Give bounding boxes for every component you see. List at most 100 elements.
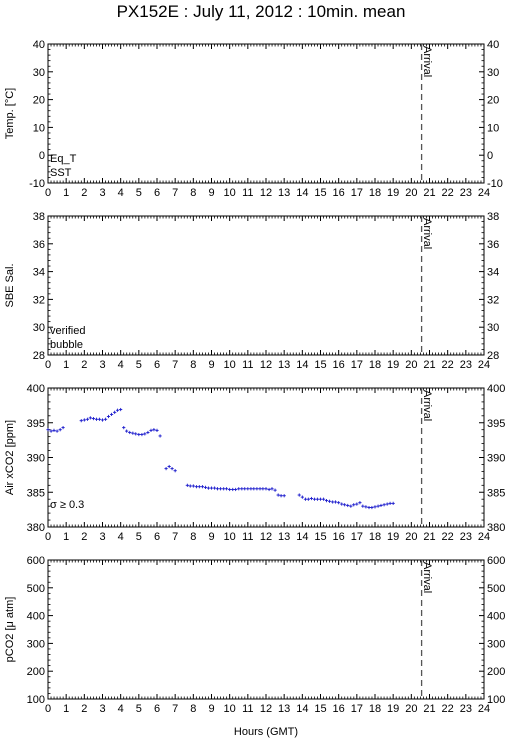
- x-tick-label: 2: [81, 531, 87, 543]
- x-tick-label: 4: [118, 703, 124, 715]
- x-tick-label: 23: [460, 703, 472, 715]
- data-point: [237, 487, 241, 491]
- x-tick-label: 21: [423, 531, 435, 543]
- panel-air-xco2-arrival-label: Arrival: [421, 390, 433, 421]
- x-tick-label: 16: [333, 703, 345, 715]
- x-tick-label: 6: [154, 703, 160, 715]
- data-point: [367, 505, 371, 510]
- panel-salinity-ylabel: SBE Sal.: [4, 263, 16, 307]
- x-tick-label: 24: [478, 187, 490, 199]
- y-tick-label: 100: [27, 694, 45, 706]
- x-tick-label: 21: [423, 359, 435, 371]
- data-point: [103, 417, 108, 421]
- data-point: [373, 505, 377, 509]
- data-point: [79, 419, 83, 423]
- y-tick-label: 390: [27, 453, 45, 465]
- x-tick-label: 8: [190, 531, 196, 543]
- x-tick-label: 9: [208, 531, 214, 543]
- data-point: [355, 502, 359, 506]
- data-point: [258, 487, 262, 491]
- data-point: [300, 495, 304, 499]
- data-point: [282, 494, 286, 498]
- x-tick-label: 19: [387, 187, 399, 199]
- x-tick-label: 5: [136, 359, 142, 371]
- legend-verified: verified: [50, 325, 85, 337]
- x-tick-label: 17: [351, 531, 363, 543]
- panel-temperature: 0 1 2 3 4 5 6 7 8 9 10 11 12 13 14 15 16 17 18 19 20 21 22 23 24…: [4, 39, 503, 199]
- data-point: [100, 418, 105, 422]
- x-tick-label: 9: [208, 359, 214, 371]
- y-tick-label-right: 10: [487, 122, 499, 134]
- x-tick-label: 24: [478, 359, 490, 371]
- x-tick-label: 7: [172, 187, 178, 199]
- x-tick-label: 20: [405, 703, 417, 715]
- data-point: [52, 428, 56, 432]
- x-tick-label: 14: [296, 359, 308, 371]
- data-point: [246, 487, 250, 491]
- y-tick-label: 385: [27, 487, 45, 499]
- data-point: [115, 408, 120, 412]
- x-tick-label: 23: [460, 187, 472, 199]
- x-tick-label: 8: [190, 187, 196, 199]
- data-point: [379, 503, 383, 508]
- data-point: [149, 428, 153, 432]
- sigma-annotation: σ ≥ 0.3: [50, 499, 84, 511]
- x-tick-label: 24: [478, 703, 490, 715]
- data-point: [352, 503, 356, 507]
- x-tick-label: 10: [224, 187, 236, 199]
- y-tick-label: 30: [33, 322, 45, 334]
- panel-pco2-arrival-label: Arrival: [421, 562, 433, 593]
- y-tick-label-right: 36: [487, 239, 499, 251]
- data-point: [215, 487, 220, 491]
- x-tick-label: 1: [63, 187, 69, 199]
- data-point: [370, 505, 374, 510]
- x-tick-label: 13: [278, 531, 290, 543]
- y-tick-label-right: 500: [487, 583, 505, 595]
- data-point: [340, 502, 344, 506]
- x-tick-label: 18: [369, 187, 381, 199]
- x-tick-label: 1: [63, 531, 69, 543]
- x-tick-label: 20: [405, 187, 417, 199]
- data-point: [318, 497, 323, 501]
- data-point: [306, 497, 310, 501]
- x-tick-label: 21: [423, 187, 435, 199]
- x-tick-label: 23: [460, 359, 472, 371]
- data-point: [82, 418, 86, 422]
- x-tick-label: 4: [118, 359, 124, 371]
- data-point: [391, 501, 395, 505]
- data-point: [206, 486, 211, 490]
- legend-eq-t: Eq_T: [50, 153, 77, 165]
- y-tick-label-right: 38: [487, 211, 499, 223]
- x-tick-label: 17: [351, 703, 363, 715]
- data-point: [228, 487, 232, 492]
- data-point: [85, 417, 90, 421]
- data-point: [327, 499, 332, 503]
- data-point: [188, 484, 192, 488]
- panel-pco2-ylabel: pCO2 [μ atm]: [4, 597, 16, 663]
- x-tick-label: 16: [333, 187, 345, 199]
- data-point: [279, 494, 283, 498]
- x-tick-label: 15: [314, 359, 326, 371]
- y-tick-label: 40: [33, 39, 45, 51]
- data-point: [343, 503, 347, 507]
- y-tick-label-right: 390: [487, 453, 505, 465]
- x-tick-label: 6: [154, 187, 160, 199]
- data-point: [106, 414, 111, 419]
- data-point: [134, 432, 138, 436]
- y-tick-label-right: -10: [487, 178, 503, 190]
- data-point: [270, 487, 274, 491]
- data-point: [122, 426, 126, 430]
- y-tick-label: 400: [27, 611, 45, 623]
- x-tick-label: 0: [45, 359, 51, 371]
- y-tick-label-right: 34: [487, 267, 499, 279]
- data-point: [61, 426, 65, 430]
- y-tick-label: 28: [33, 350, 45, 362]
- y-tick-label-right: 32: [487, 294, 499, 306]
- x-tick-label: 2: [81, 703, 87, 715]
- x-tick-label: 10: [224, 703, 236, 715]
- x-tick-label: 8: [190, 703, 196, 715]
- data-point: [113, 410, 117, 414]
- x-tick-label: 1: [63, 703, 69, 715]
- data-point: [276, 493, 280, 497]
